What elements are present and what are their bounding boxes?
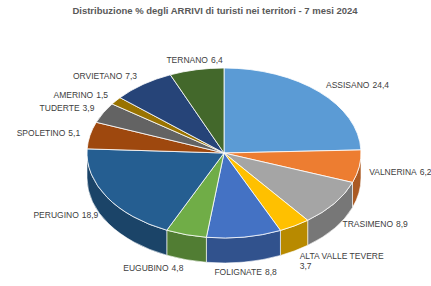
title: Distribuzione % degli ARRIVI di turisti … — [72, 5, 358, 16]
data-label: AMERINO1,5 — [54, 90, 109, 100]
data-label: TUDERTE3,9 — [40, 103, 95, 113]
label-value: 24,4 — [372, 80, 389, 90]
label-category: ASSISANO — [326, 80, 370, 90]
label-value: 6,2 — [420, 167, 431, 177]
data-label: ORVIETANO7,3 — [73, 71, 137, 81]
data-label: ALTA VALLE TEVERE3,7 — [300, 251, 384, 271]
label-category: FOLIGNATE — [214, 267, 262, 277]
slice — [87, 149, 224, 230]
label-value: 3,7 — [300, 261, 312, 271]
label-value: 5,1 — [68, 128, 80, 138]
pie-tops — [87, 68, 361, 238]
data-label: PERUGINO18,9 — [33, 210, 98, 220]
label-category: EUGUBINO — [123, 263, 169, 273]
label-value: 8,9 — [396, 219, 408, 229]
label-category: VALNERINA — [369, 167, 417, 177]
data-label: FOLIGNATE8,8 — [214, 267, 277, 277]
label-value: 8,8 — [265, 267, 277, 277]
data-labels: ASSISANO24,4 VALNERINA6,2 TRASIMENO8,9 ALTA… — [17, 55, 431, 277]
data-label: SPOLETINO5,1 — [17, 128, 81, 138]
label-category: TERNANO — [166, 55, 208, 65]
label-category: ORVIETANO — [73, 71, 123, 81]
label-category: AMERINO — [54, 90, 94, 100]
chart: Distribuzione % degli ARRIVI di turisti … — [0, 0, 431, 286]
data-label: TERNANO6,4 — [166, 55, 223, 65]
label-category: ALTA VALLE TEVERE — [300, 251, 384, 261]
label-category: TRASIMENO — [343, 219, 394, 229]
data-label: ASSISANO24,4 — [326, 80, 389, 90]
label-value: 1,5 — [96, 90, 108, 100]
data-label: EUGUBINO4,8 — [123, 263, 183, 273]
slice — [170, 68, 224, 153]
label-value: 6,4 — [211, 55, 223, 65]
data-label: VALNERINA6,2 — [369, 167, 431, 177]
label-value: 18,9 — [82, 210, 99, 220]
data-label: TRASIMENO8,9 — [343, 219, 409, 229]
label-value: 7,3 — [125, 71, 137, 81]
label-value: 4,8 — [172, 263, 184, 273]
label-category: TUDERTE — [40, 103, 80, 113]
label-value: 3,9 — [83, 103, 95, 113]
label-category: SPOLETINO — [17, 128, 66, 138]
label-category: PERUGINO — [33, 210, 79, 220]
